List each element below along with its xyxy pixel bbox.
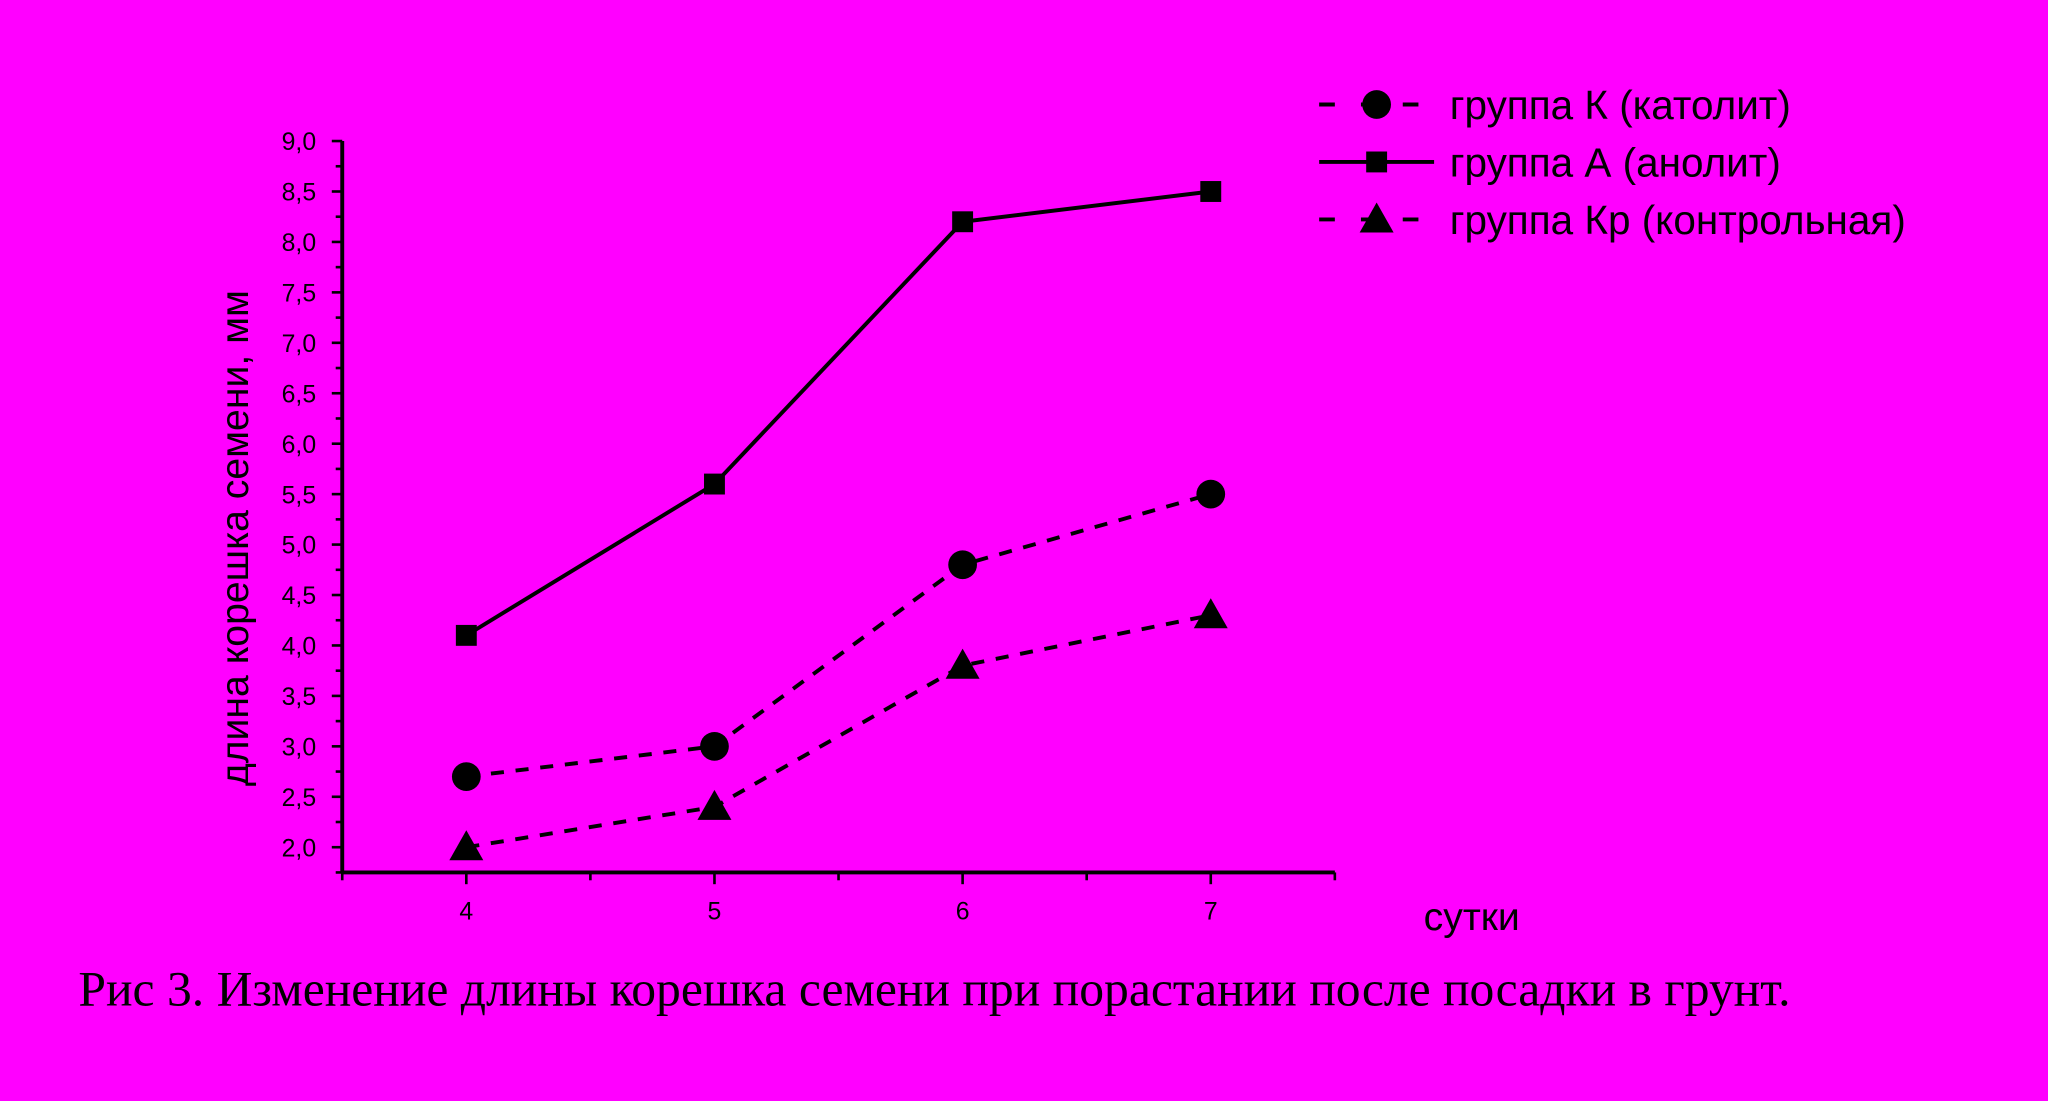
y-tick-label: 8,0 <box>282 230 316 257</box>
y-tick-label: 8,5 <box>282 180 316 207</box>
marker <box>1193 598 1228 629</box>
caption: Рис 3. Изменение длины корешка семени пр… <box>78 962 1790 1017</box>
series-line <box>465 189 1212 638</box>
y-tick-label: 2,5 <box>282 785 316 812</box>
marker <box>697 789 732 820</box>
x-tick-label: 7 <box>1204 898 1218 925</box>
marker <box>449 830 484 861</box>
y-tick-label: 4,5 <box>282 583 316 610</box>
y-tick-label: 7,0 <box>282 331 316 358</box>
y-tick-label: 2,0 <box>282 835 316 862</box>
marker <box>1359 202 1394 233</box>
x-tick-label: 6 <box>956 898 970 925</box>
y-axis-label: длина корешка семени, мм <box>214 290 257 786</box>
marker <box>952 211 974 233</box>
y-tick-label: 4,0 <box>282 634 316 661</box>
y-tick-label: 9,0 <box>282 129 316 156</box>
marker <box>704 473 725 495</box>
legend-label: группа А (анолит) <box>1450 139 1781 185</box>
y-tick-label: 5,0 <box>282 533 316 560</box>
x-tick-label: 5 <box>708 898 722 925</box>
legend-label: группа Кр (контрольная) <box>1450 197 1906 243</box>
marker <box>1196 479 1226 509</box>
series-line <box>466 492 1212 779</box>
marker <box>1200 181 1222 202</box>
y-tick-label: 7,5 <box>282 281 316 308</box>
y-tick-label: 6,5 <box>282 381 316 408</box>
marker <box>1362 90 1391 119</box>
marker <box>455 624 477 646</box>
legend-label: группа К (католит) <box>1450 82 1791 128</box>
x-axis-label: сутки <box>1424 896 1520 939</box>
marker <box>700 731 729 761</box>
marker <box>1366 151 1388 173</box>
y-tick-label: 6,0 <box>282 432 316 459</box>
y-tick-label: 3,0 <box>282 734 316 761</box>
y-tick-label: 3,5 <box>282 684 316 711</box>
marker <box>451 762 481 791</box>
marker <box>948 550 977 580</box>
marker <box>945 648 980 679</box>
series-line <box>466 613 1212 850</box>
x-tick-label: 4 <box>459 898 473 925</box>
y-tick-label: 5,5 <box>282 482 316 509</box>
